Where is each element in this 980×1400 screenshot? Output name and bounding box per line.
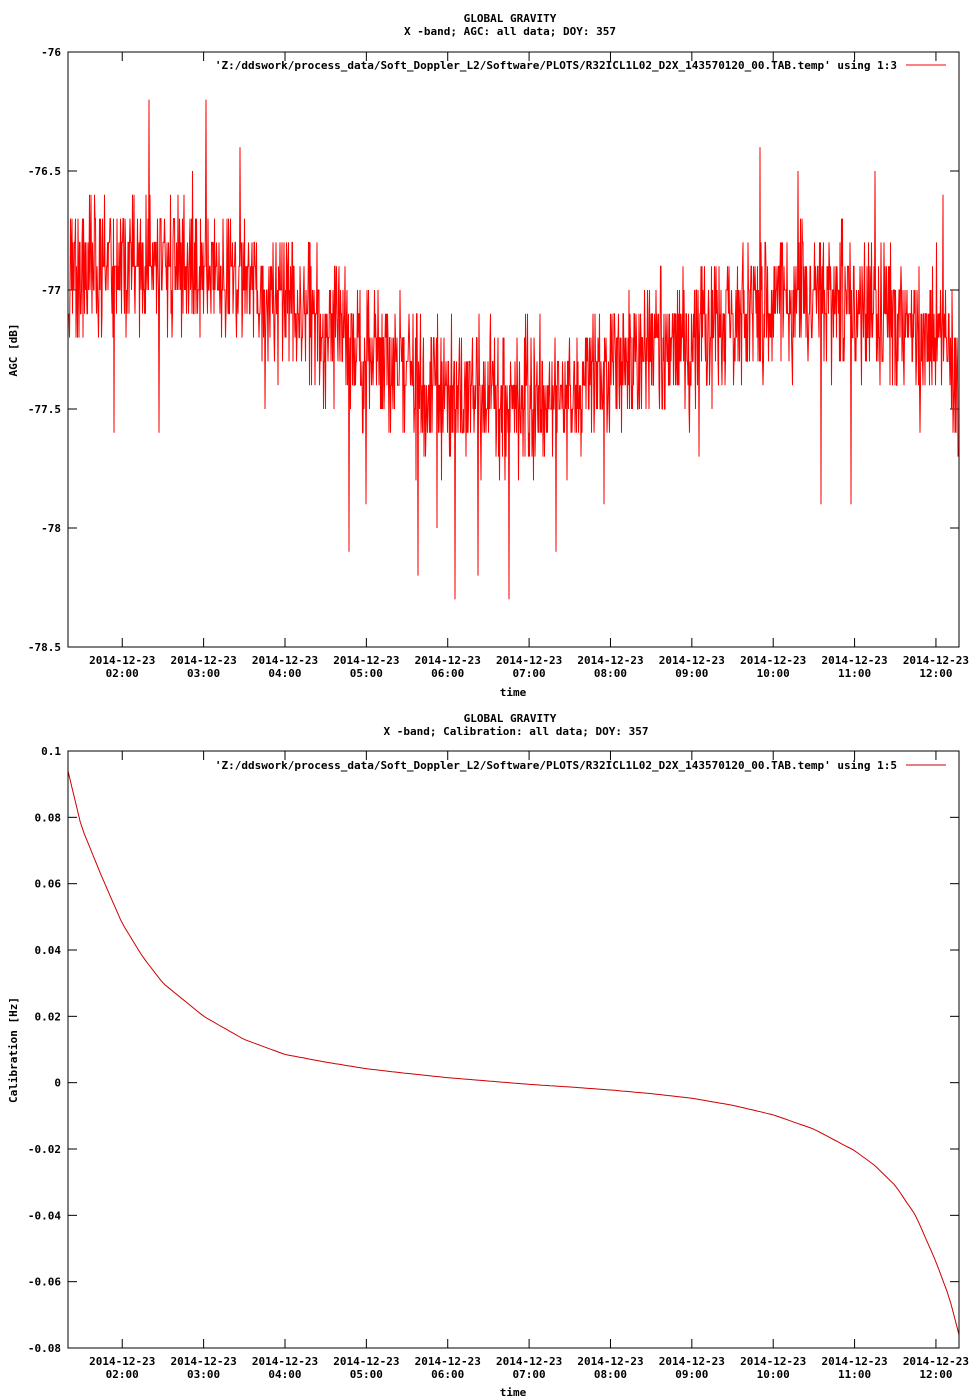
y-tick-label: 0 bbox=[54, 1077, 61, 1090]
x-tick-date-label: 2014-12-23 bbox=[252, 654, 318, 667]
legend: 'Z:/ddswork/process_data/Soft_Doppler_L2… bbox=[215, 759, 946, 772]
y-tick-label: 0.02 bbox=[35, 1010, 62, 1023]
legend: 'Z:/ddswork/process_data/Soft_Doppler_L2… bbox=[215, 59, 946, 72]
x-tick-date-label: 2014-12-23 bbox=[821, 1355, 887, 1368]
x-tick-label: 10:00 bbox=[757, 1368, 790, 1381]
y-tick-label: -0.02 bbox=[28, 1143, 61, 1156]
x-tick-date-label: 2014-12-23 bbox=[903, 1355, 969, 1368]
x-tick-date-label: 2014-12-23 bbox=[577, 1355, 643, 1368]
x-tick-date-label: 2014-12-23 bbox=[496, 654, 562, 667]
y-tick-label: -0.06 bbox=[28, 1276, 61, 1289]
x-tick-label: 07:00 bbox=[513, 667, 546, 680]
x-tick-date-label: 2014-12-23 bbox=[659, 654, 725, 667]
agc-chart: GLOBAL GRAVITY X -band; AGC: all data; D… bbox=[7, 12, 969, 699]
x-tick-date-label: 2014-12-23 bbox=[821, 654, 887, 667]
chart-title: GLOBAL GRAVITY bbox=[464, 12, 557, 25]
chart-subtitle: X -band; Calibration: all data; DOY: 357 bbox=[384, 725, 649, 738]
y-tick-label: -77.5 bbox=[28, 403, 61, 416]
y-tick-label: -78.5 bbox=[28, 641, 61, 654]
y-axis-label: Calibration [Hz] bbox=[7, 997, 20, 1103]
x-tick-date-label: 2014-12-23 bbox=[496, 1355, 562, 1368]
x-tick-date-label: 2014-12-23 bbox=[577, 654, 643, 667]
series-layer bbox=[68, 99, 959, 600]
x-tick-label: 08:00 bbox=[594, 667, 627, 680]
x-tick-label: 05:00 bbox=[350, 667, 383, 680]
y-tick-label: 0.08 bbox=[35, 811, 62, 824]
y-tick-label: 0.06 bbox=[35, 878, 62, 891]
x-tick-label: 08:00 bbox=[594, 1368, 627, 1381]
x-tick-date-label: 2014-12-23 bbox=[170, 654, 236, 667]
y-tick-label: 0.04 bbox=[35, 944, 62, 957]
y-tick-label: -76.5 bbox=[28, 165, 61, 178]
x-tick-date-label: 2014-12-23 bbox=[415, 654, 481, 667]
x-tick-label: 04:00 bbox=[268, 1368, 301, 1381]
y-tick-label: 0.1 bbox=[41, 745, 61, 758]
x-tick-label: 03:00 bbox=[187, 1368, 220, 1381]
y-tick-label: -77 bbox=[41, 284, 61, 297]
x-tick-date-label: 2014-12-23 bbox=[740, 1355, 806, 1368]
x-tick-date-label: 2014-12-23 bbox=[333, 1355, 399, 1368]
x-tick-date-label: 2014-12-23 bbox=[89, 654, 155, 667]
x-tick-label: 12:00 bbox=[919, 667, 952, 680]
chart-title: GLOBAL GRAVITY bbox=[464, 712, 557, 725]
x-tick-label: 05:00 bbox=[350, 1368, 383, 1381]
x-tick-label: 04:00 bbox=[268, 667, 301, 680]
y-tick-label: -0.04 bbox=[28, 1209, 61, 1222]
series-layer bbox=[67, 770, 960, 1335]
x-tick-date-label: 2014-12-23 bbox=[415, 1355, 481, 1368]
x-tick-date-label: 2014-12-23 bbox=[89, 1355, 155, 1368]
x-tick-date-label: 2014-12-23 bbox=[659, 1355, 725, 1368]
x-tick-label: 11:00 bbox=[838, 667, 871, 680]
x-tick-label: 02:00 bbox=[106, 1368, 139, 1381]
x-tick-date-label: 2014-12-23 bbox=[903, 654, 969, 667]
x-tick-label: 06:00 bbox=[431, 667, 464, 680]
x-tick-label: 12:00 bbox=[919, 1368, 952, 1381]
tick-layer: 0.1 0.08 0.06 0.04 0.02 0 -0.02 -0.04 -0.06 -0.08… bbox=[28, 745, 969, 1381]
x-tick-label: 02:00 bbox=[106, 667, 139, 680]
x-axis-label: time bbox=[500, 1386, 527, 1399]
y-axis-label: AGC [dB] bbox=[7, 324, 20, 377]
x-tick-date-label: 2014-12-23 bbox=[170, 1355, 236, 1368]
y-tick-label: -78 bbox=[41, 522, 61, 535]
x-axis-label: time bbox=[500, 686, 527, 699]
x-tick-date-label: 2014-12-23 bbox=[252, 1355, 318, 1368]
legend-label: 'Z:/ddswork/process_data/Soft_Doppler_L2… bbox=[215, 759, 897, 772]
x-tick-label: 09:00 bbox=[675, 1368, 708, 1381]
x-tick-label: 07:00 bbox=[513, 1368, 546, 1381]
x-tick-label: 10:00 bbox=[757, 667, 790, 680]
series-line bbox=[68, 99, 959, 600]
chart-subtitle: X -band; AGC: all data; DOY: 357 bbox=[404, 25, 616, 38]
x-tick-label: 03:00 bbox=[187, 667, 220, 680]
x-tick-label: 06:00 bbox=[431, 1368, 464, 1381]
calibration-chart: GLOBAL GRAVITY X -band; Calibration: all… bbox=[7, 712, 969, 1399]
x-tick-label: 11:00 bbox=[838, 1368, 871, 1381]
tick-layer: -76-76.5-77-77.5-78-78.52014-12-2302:002… bbox=[28, 46, 969, 680]
y-tick-label: -0.08 bbox=[28, 1342, 61, 1355]
x-tick-date-label: 2014-12-23 bbox=[333, 654, 399, 667]
x-tick-date-label: 2014-12-23 bbox=[740, 654, 806, 667]
x-tick-label: 09:00 bbox=[675, 667, 708, 680]
plot-frame bbox=[67, 750, 960, 1349]
plot-frame bbox=[67, 51, 960, 648]
legend-label: 'Z:/ddswork/process_data/Soft_Doppler_L2… bbox=[215, 59, 897, 72]
y-tick-label: -76 bbox=[41, 46, 61, 59]
series-line bbox=[67, 770, 960, 1335]
